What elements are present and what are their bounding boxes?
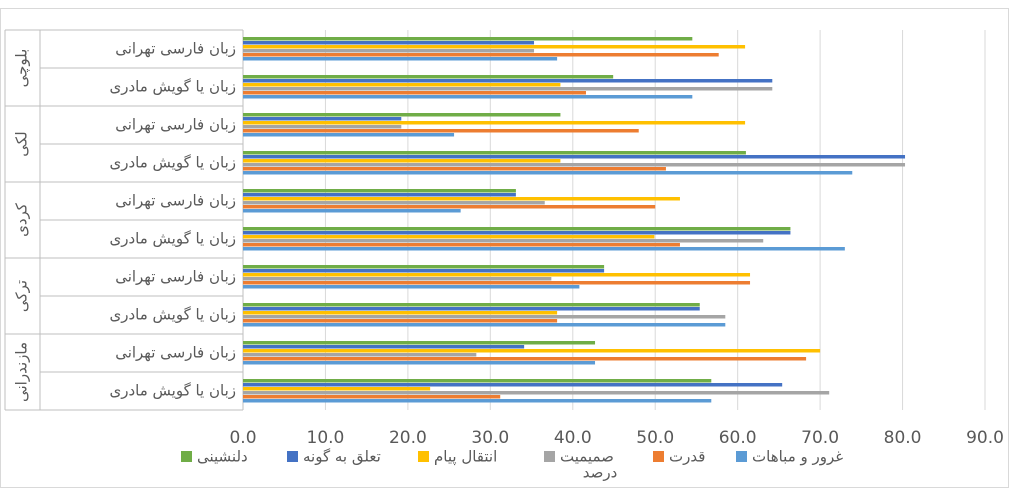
bar: [243, 205, 656, 209]
bar: [243, 285, 580, 289]
bar: [243, 193, 516, 197]
bar: [243, 133, 455, 137]
group-label: ترکی: [13, 280, 31, 312]
bar: [243, 387, 431, 391]
bar: [243, 171, 853, 175]
bar: [243, 49, 535, 53]
group-label: کردی: [13, 202, 31, 237]
bar: [243, 227, 791, 231]
category-label: زبان یا گویش مادری: [109, 230, 236, 248]
legend-label: دلنشینی: [197, 448, 248, 466]
bar: [243, 353, 477, 357]
x-tick-label: 30.0: [471, 428, 509, 448]
bar: [243, 167, 666, 171]
category-label: زبان فارسی تهرانی: [115, 192, 236, 210]
legend-swatch: [736, 451, 747, 462]
group-label: مازندرانی: [13, 342, 31, 402]
bar: [243, 163, 906, 167]
bar: [243, 395, 501, 399]
legend-label: غرور و مباهات: [752, 448, 843, 466]
x-axis-title: درصد: [583, 464, 618, 482]
bar: [243, 303, 700, 307]
bar: [243, 269, 605, 273]
legend-label: تعلق به گونه: [303, 448, 381, 466]
bar: [243, 277, 552, 281]
bar: [243, 53, 719, 57]
legend-swatch: [418, 451, 429, 462]
bar: [243, 311, 558, 315]
bar: [243, 197, 680, 201]
x-tick-label: 40.0: [554, 428, 592, 448]
bar: [243, 83, 561, 87]
bar: [243, 281, 751, 285]
x-tick-label: 20.0: [389, 428, 427, 448]
bar: [243, 189, 516, 193]
bar: [243, 349, 821, 353]
legend-label: صمیمیت: [560, 448, 614, 466]
bar: [243, 239, 764, 243]
bar: [243, 235, 655, 239]
bar: [243, 125, 402, 129]
bar: [243, 399, 712, 403]
bar: [243, 209, 461, 213]
bar: [243, 79, 773, 83]
bar: [243, 113, 561, 117]
bar: [243, 361, 596, 365]
bar: [243, 87, 773, 91]
legend-swatch: [287, 451, 298, 462]
bar: [243, 307, 700, 311]
bar: [243, 121, 746, 125]
bar: [243, 201, 545, 205]
category-label: زبان فارسی تهرانی: [115, 116, 236, 134]
x-tick-label: 80.0: [884, 428, 922, 448]
category-label: زبان فارسی تهرانی: [115, 344, 236, 362]
category-label: زبان یا گویش مادری: [109, 154, 236, 172]
bar: [243, 243, 680, 247]
bar: [243, 391, 830, 395]
bar: [243, 323, 726, 327]
bar: [243, 265, 605, 269]
category-label: زبان فارسی تهرانی: [115, 40, 236, 58]
bar: [243, 345, 525, 349]
bar: [243, 75, 614, 79]
bar: [243, 91, 586, 95]
bar: [243, 247, 845, 251]
x-tick-label: 90.0: [966, 428, 1004, 448]
category-label: زبان یا گویش مادری: [109, 382, 236, 400]
bar: [243, 41, 535, 45]
x-tick-label: 10.0: [307, 428, 345, 448]
x-tick-label: 70.0: [801, 428, 839, 448]
bar: [243, 341, 596, 345]
bar: [243, 129, 639, 133]
bar: [243, 231, 791, 235]
x-tick-label: 60.0: [719, 428, 757, 448]
category-label: زبان فارسی تهرانی: [115, 268, 236, 286]
x-tick-label: 0.0: [229, 428, 256, 448]
bar: [243, 379, 712, 383]
category-label: زبان یا گویش مادری: [109, 306, 236, 324]
bar: [243, 151, 746, 155]
legend-label: انتقال پیام: [434, 448, 497, 467]
bar: [243, 383, 783, 387]
group-label: لکی: [13, 131, 31, 156]
bar: [243, 273, 751, 277]
bar: [243, 319, 558, 323]
legend-swatch: [544, 451, 555, 462]
bar: [243, 45, 746, 49]
bar: [243, 95, 693, 99]
bar: [243, 57, 558, 61]
legend-swatch: [653, 451, 664, 462]
bar: [243, 357, 807, 361]
bar: [243, 37, 693, 41]
bar: [243, 315, 726, 319]
legend-label: قدرت: [669, 448, 705, 466]
group-label: بلوچی: [13, 49, 31, 88]
bar: [243, 159, 561, 163]
category-label: زبان یا گویش مادری: [109, 78, 236, 96]
legend-swatch: [181, 451, 192, 462]
bar: [243, 117, 402, 121]
bar: [243, 155, 906, 159]
x-tick-label: 50.0: [636, 428, 674, 448]
